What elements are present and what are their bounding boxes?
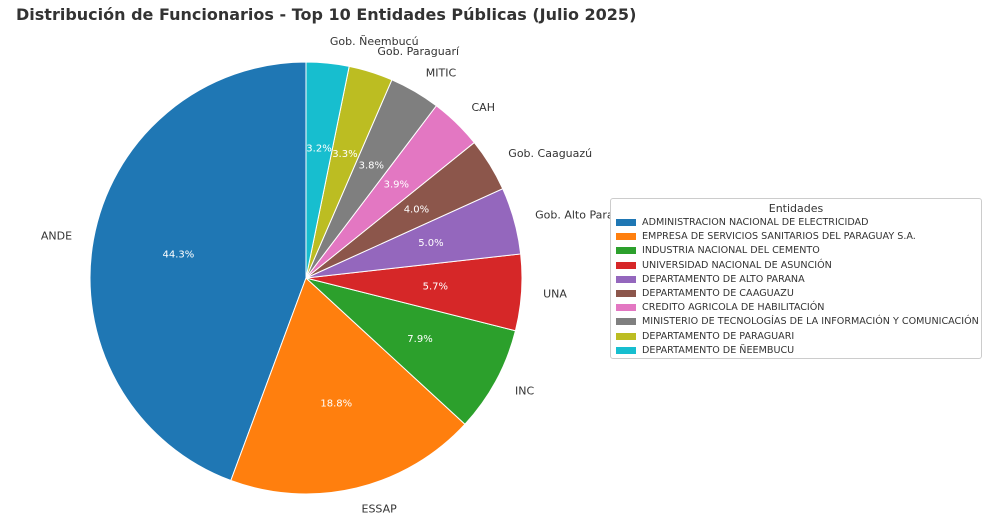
legend-title: Entidades <box>768 202 824 215</box>
slice-percent-label: 3.3% <box>332 149 357 160</box>
legend-label: CREDITO AGRICOLA DE HABILITACIÓN <box>642 302 825 314</box>
slice-percent-label: 5.0% <box>418 238 443 249</box>
legend-swatch <box>616 233 636 241</box>
slice-category-label: ANDE <box>41 230 72 243</box>
chart-title: Distribución de Funcionarios - Top 10 En… <box>16 5 637 24</box>
legend-item: EMPRESA DE SERVICIOS SANITARIOS DEL PARA… <box>611 230 981 244</box>
pie-slice <box>230 277 466 495</box>
slice-percent-label: 5.7% <box>423 281 448 292</box>
pie-slice <box>305 277 517 425</box>
slice-percent-label: 18.8% <box>320 399 352 410</box>
legend-item: DEPARTAMENTO DE ÑEEMBUCU <box>611 344 981 358</box>
legend-label: UNIVERSIDAD NACIONAL DE ASUNCIÓN <box>642 259 832 271</box>
slice-percent-label: 3.2% <box>306 144 331 155</box>
legend-swatch <box>616 304 636 312</box>
legend-label: INDUSTRIA NACIONAL DEL CEMENTO <box>642 245 820 257</box>
legend-label: EMPRESA DE SERVICIOS SANITARIOS DEL PARA… <box>642 231 916 243</box>
slice-category-label: INC <box>515 384 534 397</box>
slice-category-label: UNA <box>543 288 567 301</box>
legend-label: ADMINISTRACION NACIONAL DE ELECTRICIDAD <box>642 217 869 228</box>
slice-category-label: Gob. Ñeembucú <box>330 35 419 48</box>
slice-category-label: Gob. Caaguazú <box>508 147 592 160</box>
slice-percent-label: 7.9% <box>407 334 432 345</box>
legend-swatch <box>616 247 636 255</box>
legend-swatch <box>616 261 636 269</box>
legend-swatch <box>616 346 636 354</box>
chart-legend: Entidades ADMINISTRACION NACIONAL DE ELE… <box>610 198 982 359</box>
legend-swatch <box>616 219 636 226</box>
legend-item: DEPARTAMENTO DE CAAGUAZU <box>611 287 981 301</box>
legend-item: MINISTERIO DE TECNOLOGÍAS DE LA INFORMAC… <box>611 315 981 329</box>
slice-category-label: Gob. Alto Paraná <box>535 208 627 221</box>
slice-category-label: CAH <box>472 101 495 114</box>
slice-category-label: Gob. Paraguarí <box>377 45 460 58</box>
slice-category-label: MITIC <box>426 66 457 79</box>
pie-slice <box>305 61 350 279</box>
slice-percent-label: 3.9% <box>384 180 409 191</box>
slice-category-label: ESSAP <box>362 503 398 516</box>
slice-percent-label: 4.0% <box>404 205 429 216</box>
legend-swatch <box>616 275 636 283</box>
legend-label: MINISTERIO DE TECNOLOGÍAS DE LA INFORMAC… <box>642 316 979 328</box>
legend-item: DEPARTAMENTO DE PARAGUARI <box>611 330 981 344</box>
legend-label: DEPARTAMENTO DE CAAGUAZU <box>642 287 794 299</box>
pie-slice <box>89 61 307 482</box>
legend-item: UNIVERSIDAD NACIONAL DE ASUNCIÓN <box>611 259 981 273</box>
legend-item: CREDITO AGRICOLA DE HABILITACIÓN <box>611 301 981 315</box>
slice-percent-label: 44.3% <box>163 250 195 261</box>
legend-swatch <box>616 318 636 326</box>
legend-label: DEPARTAMENTO DE ÑEEMBUCU <box>642 344 795 356</box>
legend-item: ADMINISTRACION NACIONAL DE ELECTRICIDAD <box>611 216 981 230</box>
legend-item: DEPARTAMENTO DE ALTO PARANA <box>611 273 981 287</box>
legend-item: INDUSTRIA NACIONAL DEL CEMENTO <box>611 244 981 258</box>
legend-swatch <box>616 289 636 297</box>
legend-label: DEPARTAMENTO DE ALTO PARANA <box>642 273 805 285</box>
legend-swatch <box>616 332 636 340</box>
slice-percent-label: 3.8% <box>359 161 384 172</box>
legend-label: DEPARTAMENTO DE PARAGUARI <box>642 330 795 342</box>
